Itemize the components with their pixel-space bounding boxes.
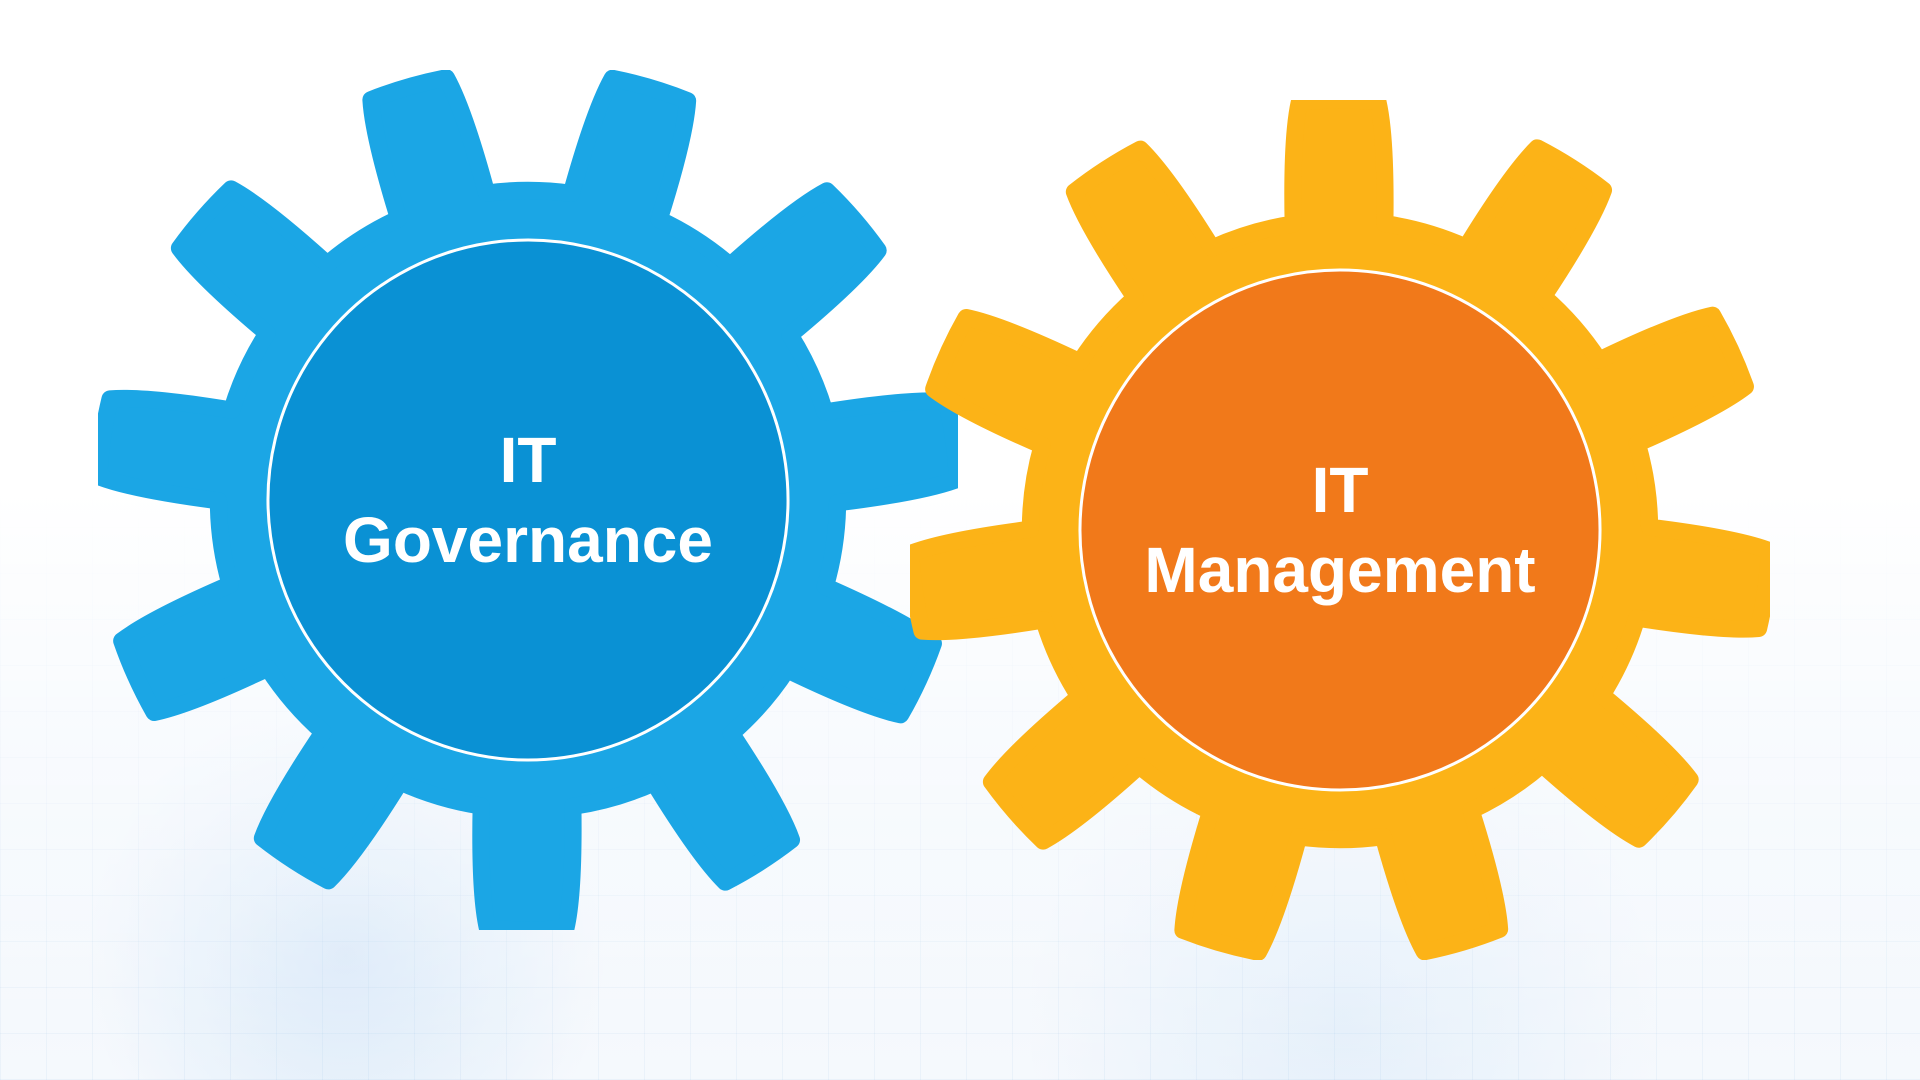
gear-management-label: IT Management [1144, 450, 1535, 610]
gear-governance-label: IT Governance [343, 420, 713, 580]
infographic-stage: IT Governance IT Management [0, 0, 1920, 1080]
gear-governance: IT Governance [98, 70, 958, 930]
gear-management: IT Management [910, 100, 1770, 960]
